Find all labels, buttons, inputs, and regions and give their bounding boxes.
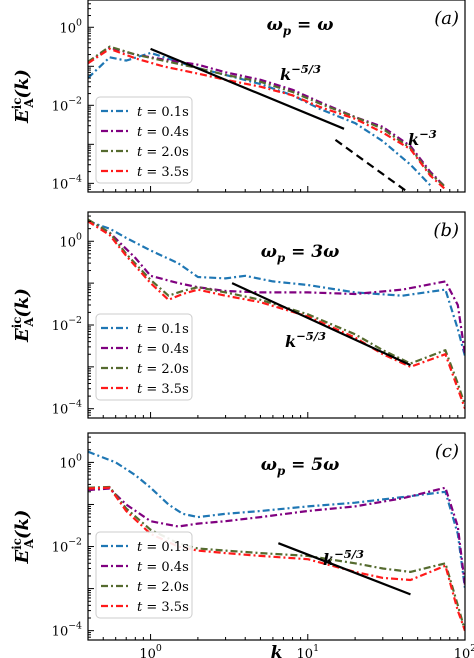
reference-line-1 [277, 542, 411, 596]
series-line-4 [88, 47, 447, 191]
panel-label: (b) [433, 220, 459, 241]
series-line-4 [88, 486, 465, 632]
reference-label-1: k−5/3 [285, 329, 326, 351]
legend-entry: t = 3.5s [137, 165, 189, 180]
y-tick-label: 10−4 [52, 173, 82, 192]
legend: t = 0.1s t = 0.4s t = 2.0s t = 3.5s [95, 531, 193, 619]
y-tick-label: 100 [60, 231, 83, 250]
legend-box [95, 531, 193, 619]
legend-box [95, 313, 193, 401]
legend: t = 0.1s t = 0.4s t = 2.0s t = 3.5s [95, 313, 193, 401]
panel-label: (a) [434, 8, 459, 29]
y-tick-label: 10−4 [52, 621, 82, 640]
panel-b: k−5/3 100 10−2 10−4 EicA(k) ωp = 3ω (b) t = 0.1… [10, 211, 466, 419]
series-line-1 [88, 220, 465, 357]
legend-box [95, 96, 193, 184]
y-axis-label: EicA(k) [10, 510, 36, 565]
series-line-3 [88, 45, 447, 188]
panel-title: ωp = 5ω [261, 455, 340, 478]
y-axis-label: EicA(k) [10, 288, 36, 343]
y-tick-label: 100 [60, 452, 83, 471]
y-tick-label: 10−2 [52, 315, 82, 334]
axes-frame [87, 432, 466, 641]
reference-label-1: k−5/3 [323, 547, 364, 569]
panel-title: ωp = ω [267, 15, 334, 38]
panel-title: ωp = 3ω [261, 242, 340, 265]
legend-entry: t = 3.5s [137, 382, 189, 397]
series-line-2 [88, 46, 447, 188]
y-tick-label: 10−2 [52, 95, 82, 114]
legend-entry: t = 2.0s [137, 580, 189, 595]
legend-entry: t = 0.4s [137, 125, 189, 140]
reference-label-1: k−5/3 [280, 62, 321, 84]
legend-entry: t = 0.4s [137, 560, 189, 575]
series-line-4 [88, 220, 465, 410]
reference-line-1 [150, 47, 345, 130]
legend-entry: t = 0.4s [137, 342, 189, 357]
legend-entry: t = 0.1s [137, 540, 189, 555]
x-tick-label: 101 [297, 643, 320, 658]
series-line-3 [88, 485, 465, 631]
legend-entry: t = 3.5s [137, 600, 189, 615]
legend: t = 0.1s t = 0.4s t = 2.0s t = 3.5s [95, 96, 193, 184]
series-line-2 [88, 486, 465, 586]
y-axis-label: EicA(k) [10, 69, 36, 124]
panel-label: (c) [435, 441, 459, 462]
legend-entry: t = 2.0s [137, 145, 189, 160]
x-axis-label: k [271, 643, 283, 658]
legend-entry: t = 0.1s [137, 322, 189, 337]
series-line-3 [88, 218, 465, 406]
y-tick-label: 10−2 [52, 537, 82, 556]
y-tick-label: 100 [60, 17, 83, 36]
panel-c: k−5/3 100 10−2 10−4 100 101 102 k EicA(k) ωp = 5ω… [10, 432, 474, 658]
axes-frame [87, 211, 466, 419]
axes-frame [87, 0, 466, 193]
reference-label-2: k−3 [408, 127, 437, 149]
panel-a: k−5/3 k−3 100 10−2 10−4 EicA(k) ωp = ω (a) t = 0… [10, 0, 466, 193]
legend-entry: t = 0.1s [137, 105, 189, 120]
legend-entry: t = 2.0s [137, 362, 189, 377]
series-line-1 [88, 51, 431, 186]
reference-line-2 [334, 138, 410, 192]
x-tick-label: 102 [454, 643, 474, 658]
series-line-1 [88, 450, 465, 589]
x-tick-label: 100 [139, 643, 162, 658]
y-tick-label: 10−4 [52, 399, 82, 418]
reference-line-1 [231, 282, 411, 367]
series-line-2 [88, 219, 465, 355]
